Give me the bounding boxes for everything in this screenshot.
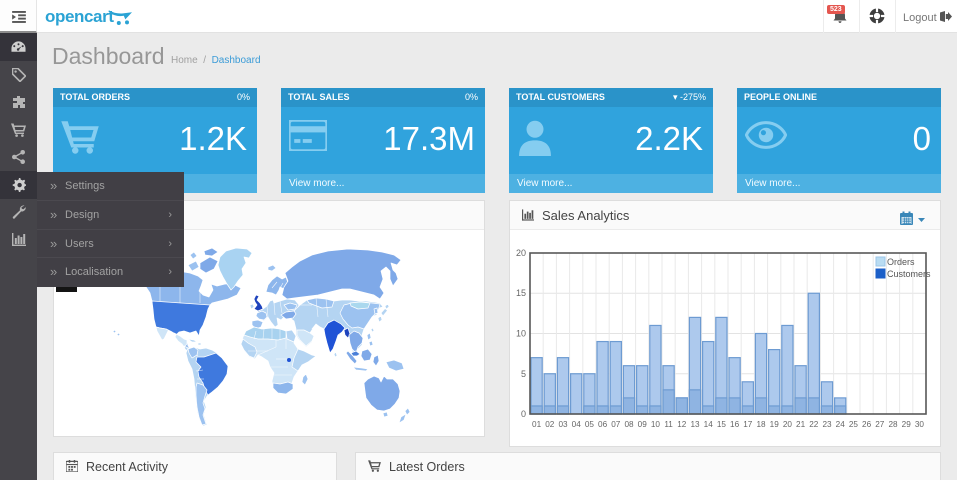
svg-text:29: 29 [902, 420, 912, 429]
svg-text:12: 12 [677, 420, 687, 429]
svg-text:26: 26 [862, 420, 872, 429]
svg-text:17: 17 [743, 420, 753, 429]
svg-text:03: 03 [558, 420, 568, 429]
svg-text:Customers: Customers [887, 269, 931, 279]
svg-text:07: 07 [611, 420, 621, 429]
svg-text:27: 27 [875, 420, 885, 429]
svg-text:01: 01 [532, 420, 542, 429]
svg-text:16: 16 [730, 420, 740, 429]
svg-text:05: 05 [585, 420, 595, 429]
svg-text:13: 13 [690, 420, 700, 429]
svg-text:21: 21 [796, 420, 806, 429]
svg-text:25: 25 [849, 420, 859, 429]
svg-text:22: 22 [809, 420, 819, 429]
svg-text:23: 23 [822, 420, 832, 429]
svg-text:09: 09 [638, 420, 648, 429]
svg-text:11: 11 [664, 420, 673, 429]
svg-text:04: 04 [572, 420, 582, 429]
svg-text:10: 10 [651, 420, 661, 429]
svg-text:02: 02 [545, 420, 555, 429]
svg-text:14: 14 [704, 420, 714, 429]
svg-text:Orders: Orders [887, 257, 915, 267]
svg-text:15: 15 [516, 288, 526, 298]
svg-text:28: 28 [888, 420, 898, 429]
svg-text:10: 10 [516, 329, 526, 339]
svg-text:08: 08 [624, 420, 634, 429]
svg-text:18: 18 [756, 420, 766, 429]
svg-text:19: 19 [770, 420, 780, 429]
svg-text:30: 30 [915, 420, 925, 429]
svg-text:opencart: opencart [45, 7, 114, 26]
svg-text:20: 20 [783, 420, 793, 429]
svg-text:06: 06 [598, 420, 608, 429]
svg-text:5: 5 [521, 369, 526, 379]
svg-text:0: 0 [521, 409, 526, 419]
svg-text:20: 20 [516, 248, 526, 258]
svg-text:15: 15 [717, 420, 727, 429]
svg-text:24: 24 [836, 420, 846, 429]
